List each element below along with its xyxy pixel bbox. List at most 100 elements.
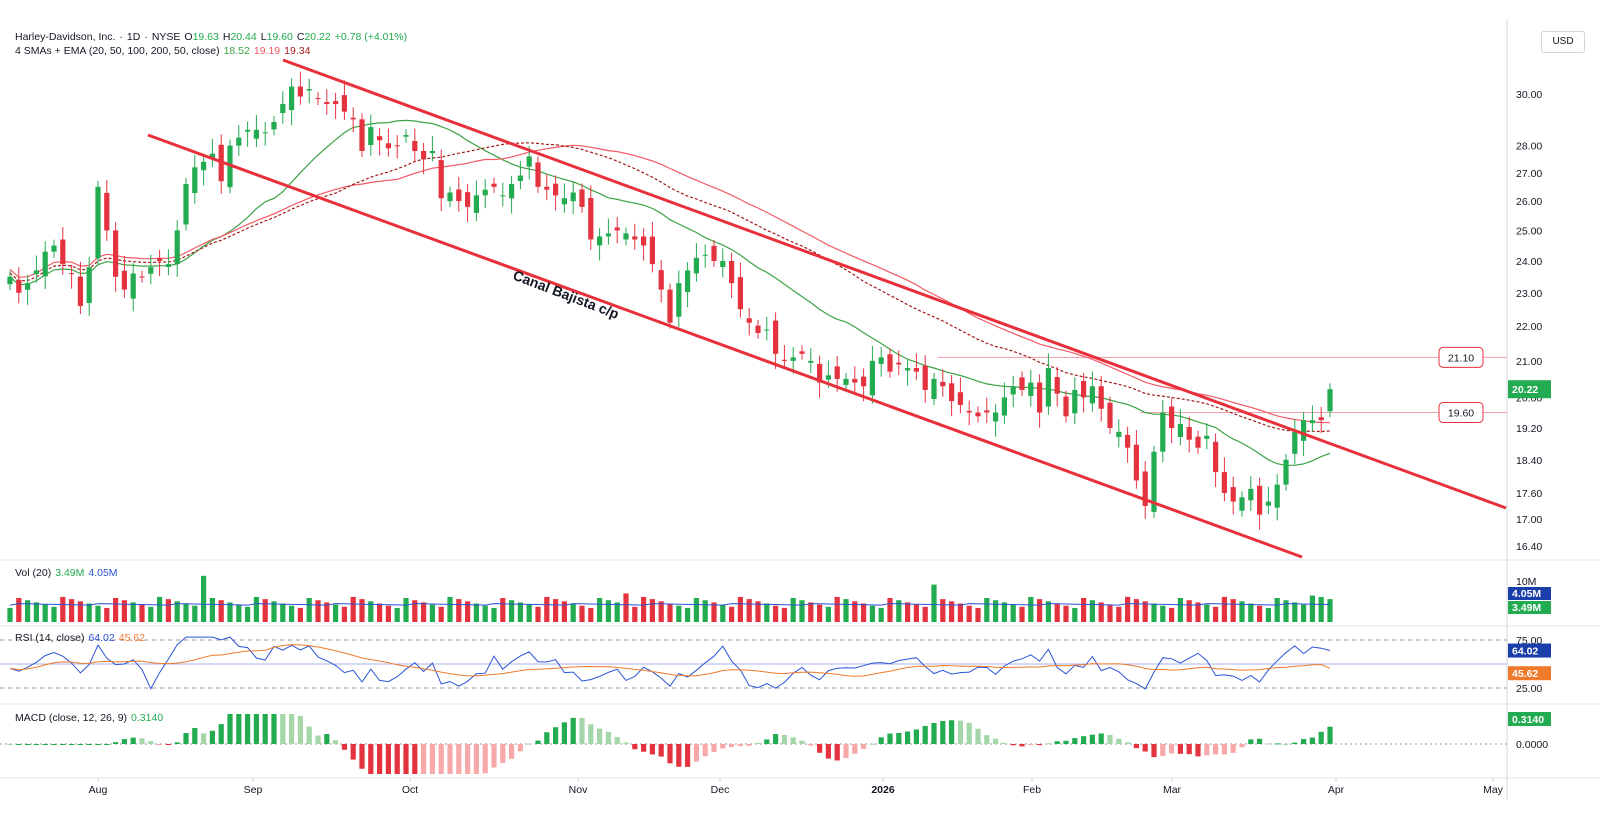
candle[interactable] [183, 178, 189, 231]
rsi-legend[interactable]: RSI (14, close) 64.02 45.62 [15, 632, 146, 644]
candle[interactable] [341, 80, 347, 120]
candle[interactable] [737, 262, 743, 318]
candle[interactable] [429, 136, 435, 162]
candle[interactable] [1221, 457, 1227, 502]
time-label[interactable]: Nov [569, 784, 588, 796]
candle[interactable] [297, 71, 303, 105]
candle[interactable] [649, 221, 655, 273]
candle[interactable] [869, 346, 875, 404]
candle[interactable] [130, 263, 136, 312]
candle[interactable] [1151, 445, 1157, 518]
candle[interactable] [69, 264, 75, 289]
candle[interactable] [236, 125, 242, 157]
candle[interactable] [1257, 477, 1263, 530]
candle[interactable] [1195, 430, 1201, 454]
time-label[interactable]: May [1483, 784, 1504, 796]
candle[interactable] [438, 149, 444, 212]
candle[interactable] [1239, 491, 1245, 517]
candle[interactable] [975, 406, 981, 423]
candle[interactable] [192, 154, 198, 204]
rsi-ma-line[interactable] [9, 644, 1331, 677]
candle[interactable] [905, 359, 911, 386]
time-label[interactable]: Apr [1328, 784, 1345, 796]
macd-pane[interactable]: 0.0000 0.3140 [0, 712, 1551, 774]
candle[interactable] [1125, 426, 1131, 463]
candle[interactable] [843, 372, 849, 391]
candle[interactable] [1142, 461, 1148, 519]
candle[interactable] [553, 175, 559, 211]
candle[interactable] [1037, 374, 1043, 428]
candle[interactable] [693, 243, 699, 282]
ma-legend[interactable]: 4 SMAs + EMA (20, 50, 100, 200, 50, clos… [15, 44, 314, 58]
volume-ma-line[interactable] [9, 603, 1331, 606]
candle[interactable] [306, 78, 312, 104]
candle[interactable] [605, 218, 611, 245]
candle[interactable] [491, 177, 497, 193]
candle[interactable] [104, 180, 110, 241]
candle[interactable] [1116, 419, 1122, 448]
candle[interactable] [121, 255, 127, 298]
time-label[interactable]: Feb [1023, 784, 1041, 796]
time-axis[interactable]: Aug Sep Oct Nov Dec 2026 Feb Mar Apr May [89, 778, 1504, 796]
candle[interactable] [289, 78, 295, 126]
candle[interactable] [755, 319, 761, 339]
candle[interactable] [385, 128, 391, 157]
candle[interactable] [209, 138, 215, 168]
candle[interactable] [1248, 476, 1254, 511]
channel-upper-line[interactable] [282, 58, 1507, 510]
sma50-line[interactable] [9, 144, 1331, 424]
currency-button[interactable]: USD [1541, 31, 1585, 53]
time-label[interactable]: Oct [402, 784, 418, 796]
candle[interactable] [746, 307, 752, 336]
candle[interactable] [799, 345, 805, 360]
candle[interactable] [931, 372, 937, 405]
level-upper-label[interactable]: 21.10 [1438, 346, 1484, 368]
candle[interactable] [465, 183, 471, 222]
candle[interactable] [324, 89, 330, 115]
candle[interactable] [632, 223, 638, 251]
candle[interactable] [913, 353, 919, 380]
candle[interactable] [808, 348, 814, 374]
candle[interactable] [280, 91, 286, 124]
time-label[interactable]: Sep [244, 784, 263, 796]
candle[interactable] [570, 182, 576, 215]
candle[interactable] [667, 283, 673, 329]
candle[interactable] [412, 128, 418, 162]
candle[interactable] [1081, 372, 1087, 413]
candle[interactable] [1054, 366, 1060, 407]
candle[interactable] [852, 366, 858, 394]
candle[interactable] [597, 228, 603, 261]
candle[interactable] [1089, 371, 1095, 412]
candle[interactable] [139, 270, 145, 283]
candle[interactable] [350, 107, 356, 133]
candle[interactable] [658, 259, 664, 303]
ema50-line[interactable] [9, 142, 1331, 433]
candle[interactable] [1045, 353, 1051, 415]
channel-lower-line[interactable] [147, 133, 1303, 559]
time-label[interactable]: 2026 [871, 784, 895, 796]
candle[interactable] [86, 256, 92, 316]
candle[interactable] [1001, 382, 1007, 424]
candle[interactable] [720, 248, 726, 278]
candle[interactable] [447, 186, 453, 208]
candle[interactable] [33, 255, 39, 283]
candle[interactable] [377, 127, 383, 156]
candle[interactable] [887, 348, 893, 378]
candle[interactable] [984, 397, 990, 424]
candle[interactable] [1072, 377, 1078, 424]
candle[interactable] [165, 249, 171, 276]
candle[interactable] [16, 267, 22, 304]
candle[interactable] [7, 270, 13, 291]
candle[interactable] [764, 316, 770, 341]
candle[interactable] [1169, 398, 1175, 444]
candle[interactable] [245, 121, 251, 147]
candle[interactable] [949, 375, 955, 417]
candle[interactable] [1274, 474, 1280, 521]
candle[interactable] [1010, 375, 1016, 408]
level-lower-label[interactable]: 19.60 [1438, 402, 1484, 424]
rsi-line[interactable] [9, 636, 1331, 690]
candle[interactable] [1177, 409, 1183, 446]
candle[interactable] [148, 254, 154, 285]
interval[interactable]: 1D [126, 31, 141, 43]
